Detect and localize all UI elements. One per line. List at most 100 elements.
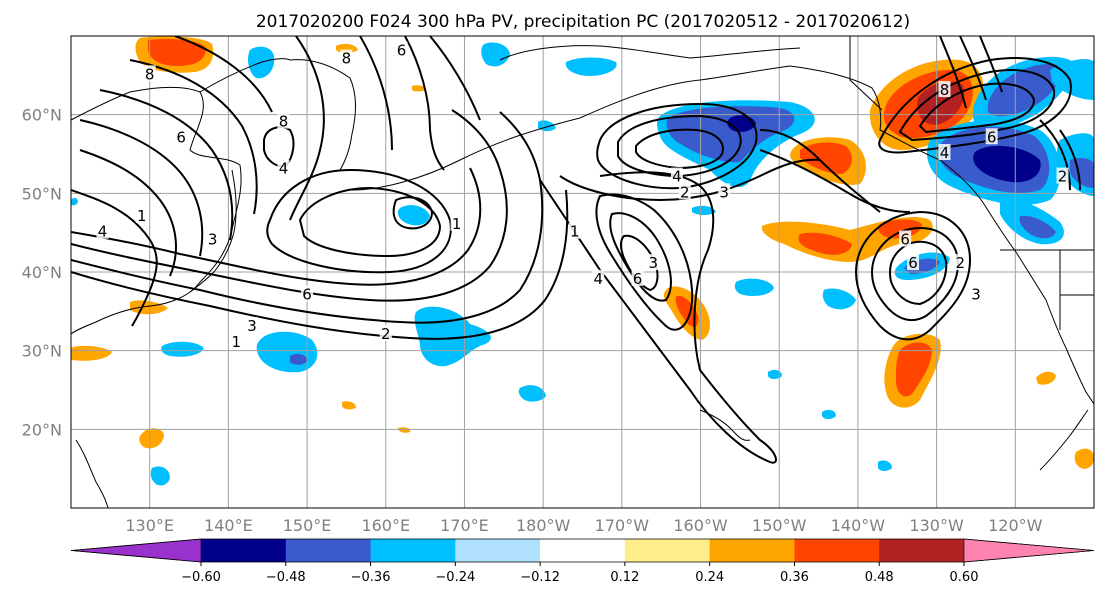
contour-label-bg <box>301 285 314 302</box>
precip-positive-blob <box>71 345 112 361</box>
precip-negative-blob <box>822 288 856 310</box>
precip-negative-blob <box>973 145 1041 183</box>
contour-label: 3 <box>208 231 218 249</box>
coastline-north-america <box>939 159 1094 405</box>
coastline-aleutians <box>351 117 581 191</box>
contour-label-bg <box>631 269 644 286</box>
contour-label-bg <box>1056 167 1069 184</box>
contour-label: 2 <box>680 183 690 201</box>
contour-label: 4 <box>593 270 603 288</box>
pv-contour <box>878 57 1072 154</box>
contour-label-bg <box>907 254 920 271</box>
precip-positive-blob <box>412 85 426 92</box>
contour-label-bg <box>395 41 408 58</box>
contour-label-bg <box>670 167 683 184</box>
contour-label-bg <box>135 206 148 223</box>
contour-label: 4 <box>279 160 289 178</box>
pv-contour <box>539 171 777 464</box>
pv-contour <box>759 149 911 213</box>
colorbar-tick-label: −0.60 <box>181 570 221 585</box>
colorbar-segment <box>794 539 880 562</box>
precip-negative-blob <box>1019 215 1056 239</box>
map-gridlines <box>71 36 1094 508</box>
pv-contour <box>596 102 758 190</box>
contour-label: 4 <box>98 223 108 241</box>
pv-contour <box>263 126 295 168</box>
lat-tick-label: 20°N <box>22 420 62 439</box>
contour-label-bg <box>277 159 290 176</box>
lon-tick-label: 180°W <box>516 516 571 535</box>
pv-contour <box>609 212 672 302</box>
contour-label-bg <box>938 144 951 160</box>
pv-contour <box>559 158 821 202</box>
precip-negative-blob <box>290 353 308 365</box>
longitude-tick-labels: 130°E 140°E 150°E 160°E 170°E 180°W 170°W 160°W… <box>125 516 1042 535</box>
contour-label: 8 <box>279 113 289 131</box>
contour-label: 6 <box>633 270 643 288</box>
contour-label-bg <box>277 112 290 129</box>
contour-label: 6 <box>908 254 918 272</box>
contour-label: 6 <box>176 128 186 146</box>
pv-contour <box>939 36 967 109</box>
lon-tick-label: 150°W <box>752 516 807 535</box>
contour-label: 3 <box>247 317 257 335</box>
colorbar-segment <box>624 539 711 562</box>
lon-tick-label: 160°W <box>673 516 728 535</box>
precip-negative-blob <box>161 341 204 357</box>
pv-contour <box>870 226 960 322</box>
precip-positive-blob <box>675 295 699 327</box>
pv-contour <box>635 128 724 170</box>
contour-label-bg <box>938 81 951 98</box>
pv-contour <box>71 109 508 302</box>
colorbar-extend-high <box>963 538 1095 563</box>
pv-contour <box>79 119 204 257</box>
lat-tick-label: 60°N <box>22 106 62 125</box>
lon-tick-label: 150°E <box>283 516 332 535</box>
contour-label: 1 <box>570 223 580 241</box>
colorbar-segment <box>455 539 541 562</box>
lat-tick-label: 30°N <box>22 342 62 361</box>
pv-contour <box>129 59 258 215</box>
coastline-alaska <box>579 65 941 161</box>
lon-tick-label: 140°W <box>831 516 886 535</box>
colorbar <box>70 538 1095 563</box>
pv-contour <box>429 36 481 121</box>
pv-contour <box>854 210 972 341</box>
contour-label: 6 <box>302 286 312 304</box>
pv-contours <box>71 36 1081 464</box>
contour-label: 6 <box>900 231 910 249</box>
pv-contour <box>620 234 659 292</box>
pv-contour <box>595 193 694 331</box>
precip-negative-blob <box>734 278 774 296</box>
contour-label-bg <box>143 65 156 82</box>
contour-label: 2 <box>1058 168 1068 186</box>
contour-label-bg <box>96 222 109 239</box>
pv-contour <box>71 189 158 327</box>
colorbar-tick-label: −0.12 <box>520 570 560 585</box>
contour-label: 3 <box>719 183 729 201</box>
precip-negative-blob <box>397 205 430 226</box>
coastline-philippines <box>75 439 109 508</box>
precip-negative-blob <box>692 205 716 215</box>
precip-negative-blob <box>822 409 836 419</box>
contour-label-bg <box>379 324 392 341</box>
lon-tick-label: 130°W <box>909 516 964 535</box>
pv-contour <box>79 149 177 277</box>
colorbar-tick-label: −0.24 <box>435 570 475 585</box>
colorbar-segment <box>285 539 372 562</box>
colorbar-tick-label: 0.48 <box>865 570 894 585</box>
precip-positive-blob <box>342 401 356 410</box>
lon-tick-label: 160°E <box>361 516 410 535</box>
precip-positive-blob <box>896 342 932 397</box>
contour-label: 6 <box>397 42 407 60</box>
contour-label-bg <box>985 128 998 145</box>
contour-label: 6 <box>987 128 997 146</box>
precip-positive-blob <box>139 428 164 449</box>
colorbar-tick-label: 0.12 <box>610 570 639 585</box>
contour-label-bg <box>678 183 691 200</box>
pv-contour <box>174 36 273 113</box>
